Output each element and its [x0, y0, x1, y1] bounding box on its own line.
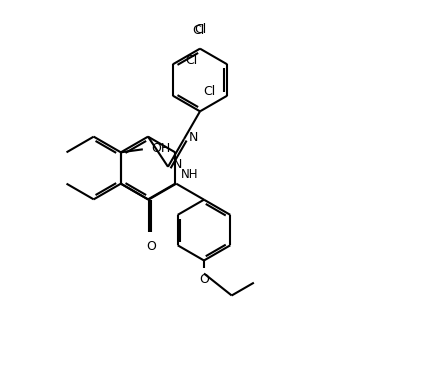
Text: NH: NH	[181, 168, 199, 181]
Text: N: N	[189, 130, 198, 144]
Text: O: O	[199, 273, 209, 287]
Text: Cl: Cl	[185, 54, 197, 67]
Text: OH: OH	[151, 142, 170, 155]
Text: Cl: Cl	[194, 23, 206, 36]
Text: Cl: Cl	[192, 24, 204, 37]
Text: O: O	[146, 240, 156, 253]
Text: Cl: Cl	[203, 85, 215, 98]
Text: N: N	[173, 158, 182, 171]
